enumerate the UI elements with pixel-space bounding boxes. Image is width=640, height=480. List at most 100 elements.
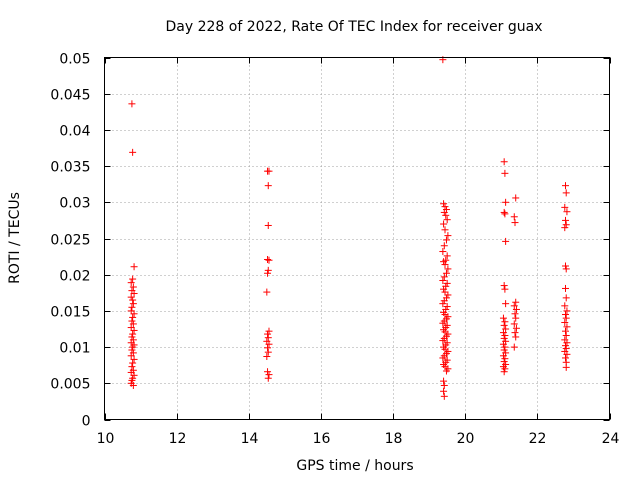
y-tick-labels: 0 0.005 0.01 0.015 0.02 0.025 0.03 0.035 0.04 0.0… — [50, 52, 90, 430]
data-point — [130, 310, 138, 318]
data-point — [129, 283, 137, 291]
data-point — [561, 354, 569, 362]
x-tick-label: 12 — [169, 431, 187, 447]
data-point — [499, 314, 507, 322]
data-point — [563, 323, 571, 331]
data-point — [501, 318, 509, 326]
data-point — [510, 213, 518, 221]
data-point — [440, 220, 448, 228]
data-point — [443, 216, 451, 224]
data-point — [129, 275, 137, 283]
data-point — [440, 200, 448, 208]
data-point — [440, 285, 448, 293]
data-point — [130, 263, 138, 271]
data-point — [501, 169, 509, 177]
data-point — [561, 203, 569, 211]
data-point — [128, 317, 136, 325]
y-tick-label: 0 — [82, 414, 91, 430]
data-point — [440, 392, 448, 400]
x-tick-label: 14 — [241, 431, 259, 447]
data-point — [264, 334, 272, 342]
data-point — [264, 348, 272, 356]
data-point — [439, 319, 447, 327]
data-point — [563, 350, 571, 358]
y-tick-label: 0.015 — [50, 305, 90, 321]
y-tick-label: 0.03 — [59, 196, 90, 212]
data-point — [511, 310, 519, 318]
data-point — [512, 314, 520, 322]
data-point — [500, 208, 508, 216]
data-point — [129, 313, 137, 321]
axis-ticks — [104, 57, 611, 421]
data-point — [439, 354, 447, 362]
data-point — [500, 282, 508, 290]
data-point — [512, 305, 520, 313]
data-point — [501, 210, 509, 218]
data-point — [440, 258, 448, 266]
data-point — [127, 279, 135, 287]
x-tick-label: 18 — [385, 431, 403, 447]
data-point — [264, 269, 272, 277]
data-point — [440, 387, 448, 395]
data-point — [441, 288, 449, 296]
data-point — [561, 224, 569, 232]
data-point — [500, 368, 508, 376]
y-axis-label: ROTI / TECUs — [7, 192, 23, 284]
data-point — [512, 324, 520, 332]
y-tick-label: 0.01 — [59, 341, 90, 357]
data-point — [263, 353, 271, 361]
x-tick-label: 22 — [529, 431, 547, 447]
data-point — [561, 262, 569, 270]
data-point — [561, 284, 569, 292]
data-point — [510, 343, 518, 351]
data-point — [263, 288, 271, 296]
data-point — [441, 203, 449, 211]
data-point — [500, 358, 508, 366]
data-point — [444, 291, 452, 299]
data-point — [129, 359, 137, 367]
data-point — [561, 318, 569, 326]
data-point — [501, 355, 509, 363]
data-point — [561, 342, 569, 350]
data-point — [502, 237, 510, 245]
data-point — [510, 302, 518, 310]
y-tick-label: 0.035 — [50, 160, 90, 176]
data-point — [512, 194, 520, 202]
data-point — [441, 226, 449, 234]
data-point — [265, 327, 273, 335]
data-point — [128, 100, 136, 108]
x-tick-label: 16 — [313, 431, 331, 447]
data-point — [128, 346, 136, 354]
data-point — [439, 248, 447, 256]
data-point — [127, 368, 135, 376]
data-point — [562, 314, 570, 322]
data-point — [440, 273, 448, 281]
data-point — [264, 255, 272, 263]
data-point — [440, 242, 448, 250]
data-point — [501, 365, 509, 373]
data-point — [128, 303, 136, 311]
data-point — [562, 332, 570, 340]
data-point — [129, 296, 137, 304]
data-point — [127, 307, 135, 315]
y-tick-label: 0.005 — [50, 377, 90, 393]
data-point — [127, 352, 135, 360]
data-point — [444, 265, 452, 273]
data-point — [264, 344, 272, 352]
data-point — [502, 325, 510, 333]
data-point — [502, 300, 510, 308]
data-point — [128, 363, 136, 371]
data-point — [440, 377, 448, 385]
data-point — [439, 276, 447, 284]
data-point — [561, 302, 569, 310]
plot-frame — [104, 57, 610, 420]
data-point — [499, 329, 507, 337]
data-point — [439, 300, 447, 308]
data-point — [265, 340, 273, 348]
data-point — [563, 307, 571, 315]
y-tick-label: 0.02 — [59, 269, 90, 285]
data-point — [444, 232, 452, 240]
data-point — [501, 343, 509, 351]
data-point — [130, 326, 138, 334]
